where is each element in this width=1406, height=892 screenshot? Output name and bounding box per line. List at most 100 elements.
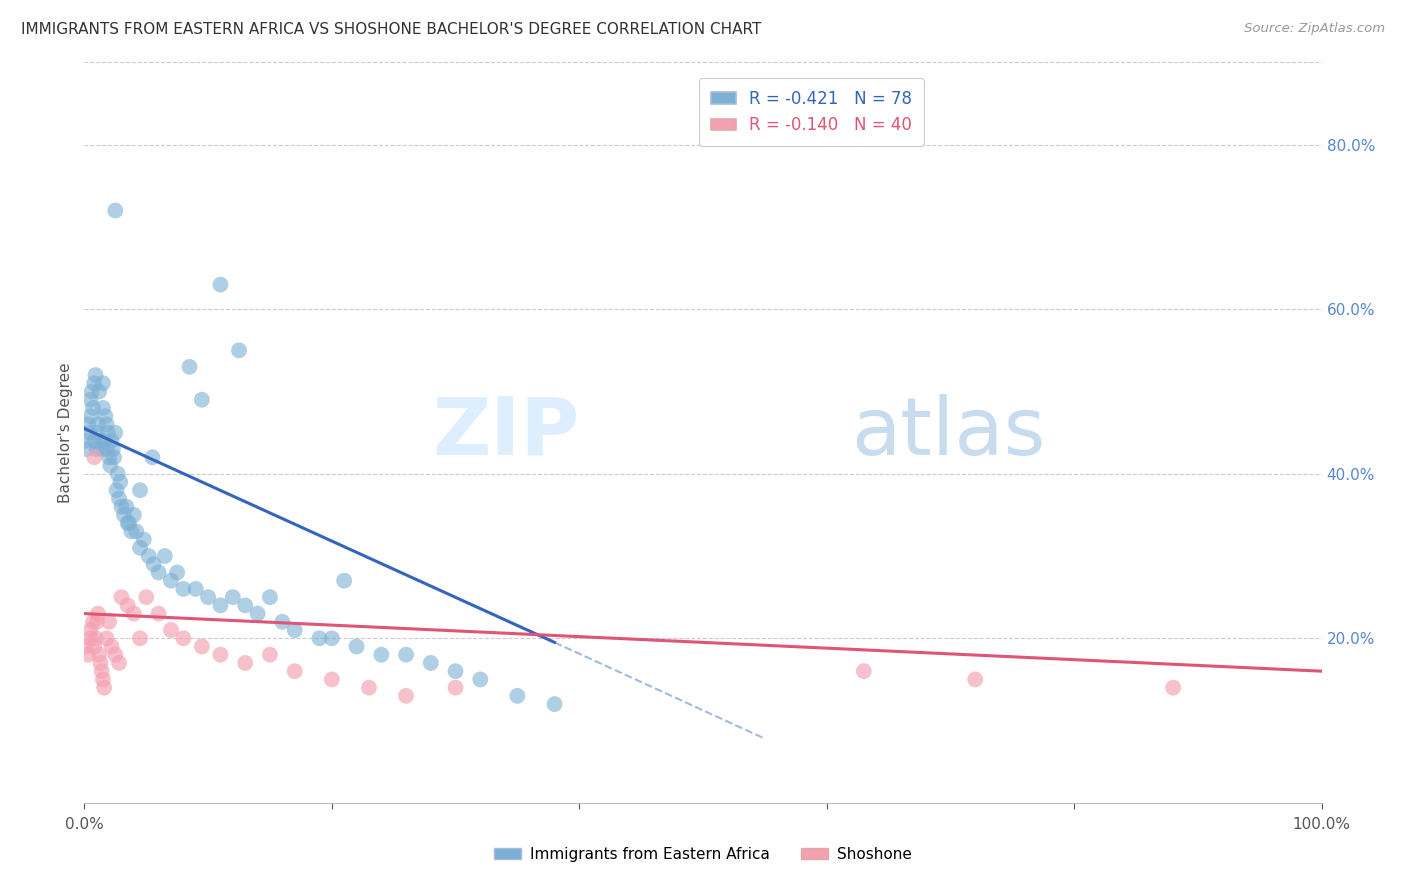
Point	[470, 673, 492, 687]
Point	[222, 590, 245, 604]
Point	[122, 508, 145, 522]
Point	[104, 648, 127, 662]
Point	[357, 681, 380, 695]
Point	[284, 664, 307, 678]
Point	[129, 483, 152, 498]
Point	[79, 632, 101, 646]
Point	[153, 549, 176, 563]
Point	[444, 681, 467, 695]
Point	[197, 590, 219, 604]
Point	[284, 623, 307, 637]
Point	[141, 450, 163, 465]
Point	[142, 558, 165, 572]
Point	[110, 500, 132, 514]
Point	[148, 607, 170, 621]
Point	[82, 401, 104, 415]
Point	[148, 566, 170, 580]
Point	[90, 664, 112, 678]
Y-axis label: Bachelor's Degree: Bachelor's Degree	[58, 362, 73, 503]
Point	[89, 434, 111, 448]
Point	[79, 623, 101, 637]
Point	[75, 640, 97, 654]
Point	[271, 615, 294, 629]
Point	[82, 615, 104, 629]
Point	[108, 491, 131, 506]
Point	[80, 384, 103, 399]
Point	[98, 615, 121, 629]
Point	[259, 648, 281, 662]
Point	[965, 673, 987, 687]
Point	[89, 648, 111, 662]
Point	[77, 417, 100, 432]
Point	[209, 277, 232, 292]
Text: atlas: atlas	[852, 393, 1046, 472]
Point	[83, 450, 105, 465]
Point	[110, 590, 132, 604]
Point	[75, 434, 97, 448]
Point	[135, 590, 157, 604]
Point	[93, 434, 115, 448]
Point	[90, 442, 112, 456]
Point	[96, 417, 118, 432]
Text: Source: ZipAtlas.com: Source: ZipAtlas.com	[1244, 22, 1385, 36]
Text: ZIP: ZIP	[432, 393, 579, 472]
Point	[117, 516, 139, 530]
Point	[91, 673, 114, 687]
Point	[395, 689, 418, 703]
Point	[101, 442, 124, 456]
Point	[184, 582, 207, 596]
Point	[346, 640, 368, 654]
Point	[86, 615, 108, 629]
Point	[138, 549, 160, 563]
Point	[1161, 681, 1184, 695]
Point	[83, 376, 105, 391]
Point	[89, 656, 111, 670]
Point	[77, 648, 100, 662]
Point	[117, 599, 139, 613]
Point	[98, 458, 121, 473]
Point	[246, 607, 269, 621]
Point	[122, 607, 145, 621]
Point	[125, 524, 148, 539]
Point	[93, 681, 115, 695]
Point	[444, 664, 467, 678]
Point	[172, 582, 194, 596]
Point	[79, 392, 101, 407]
Point	[129, 632, 152, 646]
Point	[79, 409, 101, 424]
Point	[91, 376, 114, 391]
Point	[172, 632, 194, 646]
Point	[321, 632, 343, 646]
Point	[105, 483, 128, 498]
Point	[233, 656, 256, 670]
Legend: R = -0.421   N = 78, R = -0.140   N = 40: R = -0.421 N = 78, R = -0.140 N = 40	[699, 78, 924, 146]
Point	[321, 673, 343, 687]
Point	[191, 640, 214, 654]
Point	[86, 425, 108, 440]
Point	[333, 574, 356, 588]
Point	[228, 343, 250, 358]
Point	[209, 648, 232, 662]
Point	[98, 450, 121, 465]
Point	[108, 656, 131, 670]
Point	[94, 409, 117, 424]
Point	[96, 442, 118, 456]
Point	[87, 607, 110, 621]
Point	[76, 442, 98, 456]
Point	[100, 434, 122, 448]
Legend: Immigrants from Eastern Africa, Shoshone: Immigrants from Eastern Africa, Shoshone	[488, 841, 918, 868]
Point	[120, 524, 142, 539]
Text: IMMIGRANTS FROM EASTERN AFRICA VS SHOSHONE BACHELOR'S DEGREE CORRELATION CHART: IMMIGRANTS FROM EASTERN AFRICA VS SHOSHO…	[21, 22, 762, 37]
Point	[84, 632, 107, 646]
Point	[308, 632, 330, 646]
Point	[86, 442, 108, 456]
Point	[83, 640, 105, 654]
Point	[129, 541, 152, 555]
Point	[84, 368, 107, 382]
Point	[132, 533, 155, 547]
Point	[110, 475, 132, 489]
Point	[103, 450, 125, 465]
Point	[112, 508, 135, 522]
Point	[83, 434, 105, 448]
Point	[89, 384, 111, 399]
